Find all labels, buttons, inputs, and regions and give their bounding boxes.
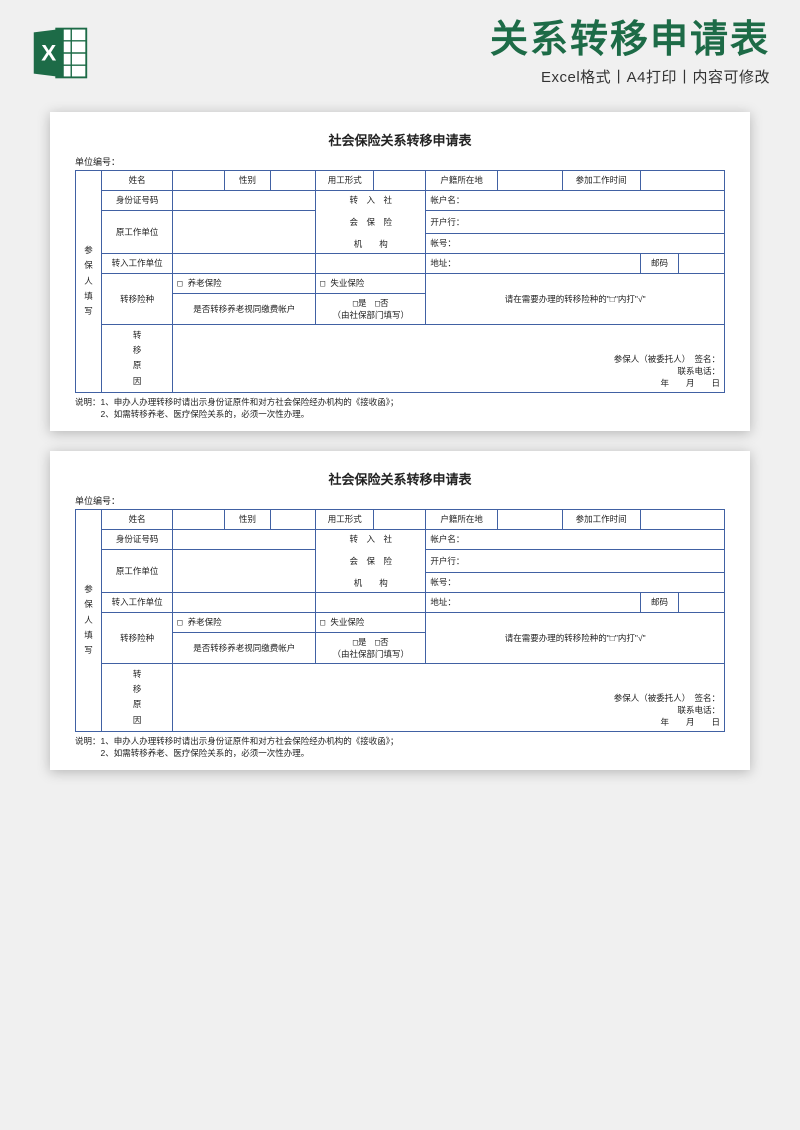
id-field[interactable]: [173, 529, 316, 549]
table-row: 转入工作单位 地址： 邮码: [76, 253, 725, 273]
orig-label: 原工作单位: [101, 210, 172, 253]
notes: 说明：1、申办人办理转移时请出示身份证原件和对方社会保险经办机构的《接收函》； …: [75, 397, 725, 421]
side-label: 参保人填写: [76, 170, 102, 392]
table-row: 参保人填写 姓名 性别 用工形式 户籍所在地 参加工作时间: [76, 170, 725, 190]
yes-no-field[interactable]: □是 □否 （由社保部门填写）: [316, 632, 426, 663]
id-field[interactable]: [173, 190, 316, 210]
agency3-label: [316, 592, 426, 612]
form-title: 社会保险关系转移申请表: [75, 469, 725, 488]
unemp-checkbox[interactable]: □ 失业保险: [316, 273, 426, 293]
hukou-field[interactable]: [497, 170, 562, 190]
workdate-label: 参加工作时间: [562, 509, 640, 529]
name-label: 姓名: [101, 509, 172, 529]
gender-field[interactable]: [270, 170, 315, 190]
employ-label: 用工形式: [316, 509, 374, 529]
agency-label: 转 入 社 会 保 险 机 构: [316, 529, 426, 592]
post-label: 邮码: [640, 253, 679, 273]
orig-field[interactable]: [173, 549, 316, 592]
employ-field[interactable]: [374, 509, 426, 529]
pages-container: 社会保险关系转移申请表 单位编号： 参保人填写 姓名 性别 用工形式 户籍所在地…: [0, 97, 800, 790]
application-table: 参保人填写 姓名 性别 用工形式 户籍所在地 参加工作时间 身份证号码 转 入 …: [75, 509, 725, 732]
yes-no-field[interactable]: □是 □否 （由社保部门填写）: [316, 293, 426, 324]
form-page: 社会保险关系转移申请表 单位编号： 参保人填写 姓名 性别 用工形式 户籍所在地…: [50, 112, 750, 431]
side-label: 参保人填写: [76, 509, 102, 731]
form-page: 社会保险关系转移申请表 单位编号： 参保人填写 姓名 性别 用工形式 户籍所在地…: [50, 451, 750, 770]
application-table: 参保人填写 姓名 性别 用工形式 户籍所在地 参加工作时间 身份证号码 转 入 …: [75, 170, 725, 393]
agency-label: 转 入 社 会 保 险 机 构: [316, 190, 426, 253]
header: X 关系转移申请表 Excel格式丨A4打印丨内容可修改: [0, 0, 800, 97]
name-field[interactable]: [173, 170, 225, 190]
tip-text: 请在需要办理的转移险种的"□"内打"√": [426, 273, 725, 324]
reason-field[interactable]: 参保人（被委托人） 签名： 联系电话： 年 月 日: [173, 324, 725, 392]
pension-checkbox[interactable]: □ 养老保险: [173, 612, 316, 632]
q-label: 是否转移养老视同缴费帐户: [173, 632, 316, 663]
hukou-field[interactable]: [497, 509, 562, 529]
table-row: 转移险种 □ 养老保险 □ 失业保险 请在需要办理的转移险种的"□"内打"√": [76, 273, 725, 293]
table-row: 转移险种 □ 养老保险 □ 失业保险 请在需要办理的转移险种的"□"内打"√": [76, 612, 725, 632]
post-field[interactable]: [679, 253, 725, 273]
table-row: 转入工作单位 地址： 邮码: [76, 592, 725, 612]
q-label: 是否转移养老视同缴费帐户: [173, 293, 316, 324]
table-row: 转移原因 参保人（被委托人） 签名： 联系电话： 年 月 日: [76, 663, 725, 731]
gender-label: 性别: [225, 509, 270, 529]
acct-name-field[interactable]: 帐户名：: [426, 529, 725, 549]
svg-text:X: X: [41, 41, 56, 66]
orig-label: 原工作单位: [101, 549, 172, 592]
employ-label: 用工形式: [316, 170, 374, 190]
unit-number-label: 单位编号：: [75, 494, 725, 507]
type-label: 转移险种: [101, 273, 172, 324]
new-unit-label: 转入工作单位: [101, 253, 172, 273]
workdate-field[interactable]: [640, 170, 724, 190]
post-field[interactable]: [679, 592, 725, 612]
addr-field[interactable]: 地址：: [426, 253, 640, 273]
page-title: 关系转移申请表: [102, 20, 770, 62]
bank-field[interactable]: 开户行：: [426, 210, 725, 233]
table-row: 身份证号码 转 入 社 会 保 险 机 构 帐户名：: [76, 529, 725, 549]
workdate-field[interactable]: [640, 509, 724, 529]
page-subtitle: Excel格式丨A4打印丨内容可修改: [102, 66, 770, 87]
hukou-label: 户籍所在地: [426, 509, 497, 529]
id-label: 身份证号码: [101, 190, 172, 210]
reason-label: 转移原因: [101, 324, 172, 392]
new-unit-field[interactable]: [173, 253, 316, 273]
workdate-label: 参加工作时间: [562, 170, 640, 190]
table-row: 身份证号码 转 入 社 会 保 险 机 构 帐户名：: [76, 190, 725, 210]
title-block: 关系转移申请表 Excel格式丨A4打印丨内容可修改: [102, 20, 770, 87]
table-row: 转移原因 参保人（被委托人） 签名： 联系电话： 年 月 日: [76, 324, 725, 392]
unemp-checkbox[interactable]: □ 失业保险: [316, 612, 426, 632]
employ-field[interactable]: [374, 170, 426, 190]
form-title: 社会保险关系转移申请表: [75, 130, 725, 149]
id-label: 身份证号码: [101, 529, 172, 549]
hukou-label: 户籍所在地: [426, 170, 497, 190]
post-label: 邮码: [640, 592, 679, 612]
acct-name-field[interactable]: 帐户名：: [426, 190, 725, 210]
new-unit-field[interactable]: [173, 592, 316, 612]
name-field[interactable]: [173, 509, 225, 529]
gender-label: 性别: [225, 170, 270, 190]
orig-field[interactable]: [173, 210, 316, 253]
table-row: 参保人填写 姓名 性别 用工形式 户籍所在地 参加工作时间: [76, 509, 725, 529]
excel-icon: X: [30, 23, 90, 83]
type-label: 转移险种: [101, 612, 172, 663]
name-label: 姓名: [101, 170, 172, 190]
pension-checkbox[interactable]: □ 养老保险: [173, 273, 316, 293]
unit-number-label: 单位编号：: [75, 155, 725, 168]
notes: 说明：1、申办人办理转移时请出示身份证原件和对方社会保险经办机构的《接收函》； …: [75, 736, 725, 760]
addr-field[interactable]: 地址：: [426, 592, 640, 612]
bank-field[interactable]: 开户行：: [426, 549, 725, 572]
tip-text: 请在需要办理的转移险种的"□"内打"√": [426, 612, 725, 663]
reason-field[interactable]: 参保人（被委托人） 签名： 联系电话： 年 月 日: [173, 663, 725, 731]
acct-no-field[interactable]: 帐号：: [426, 233, 725, 253]
agency3-label: [316, 253, 426, 273]
acct-no-field[interactable]: 帐号：: [426, 572, 725, 592]
new-unit-label: 转入工作单位: [101, 592, 172, 612]
reason-label: 转移原因: [101, 663, 172, 731]
gender-field[interactable]: [270, 509, 315, 529]
